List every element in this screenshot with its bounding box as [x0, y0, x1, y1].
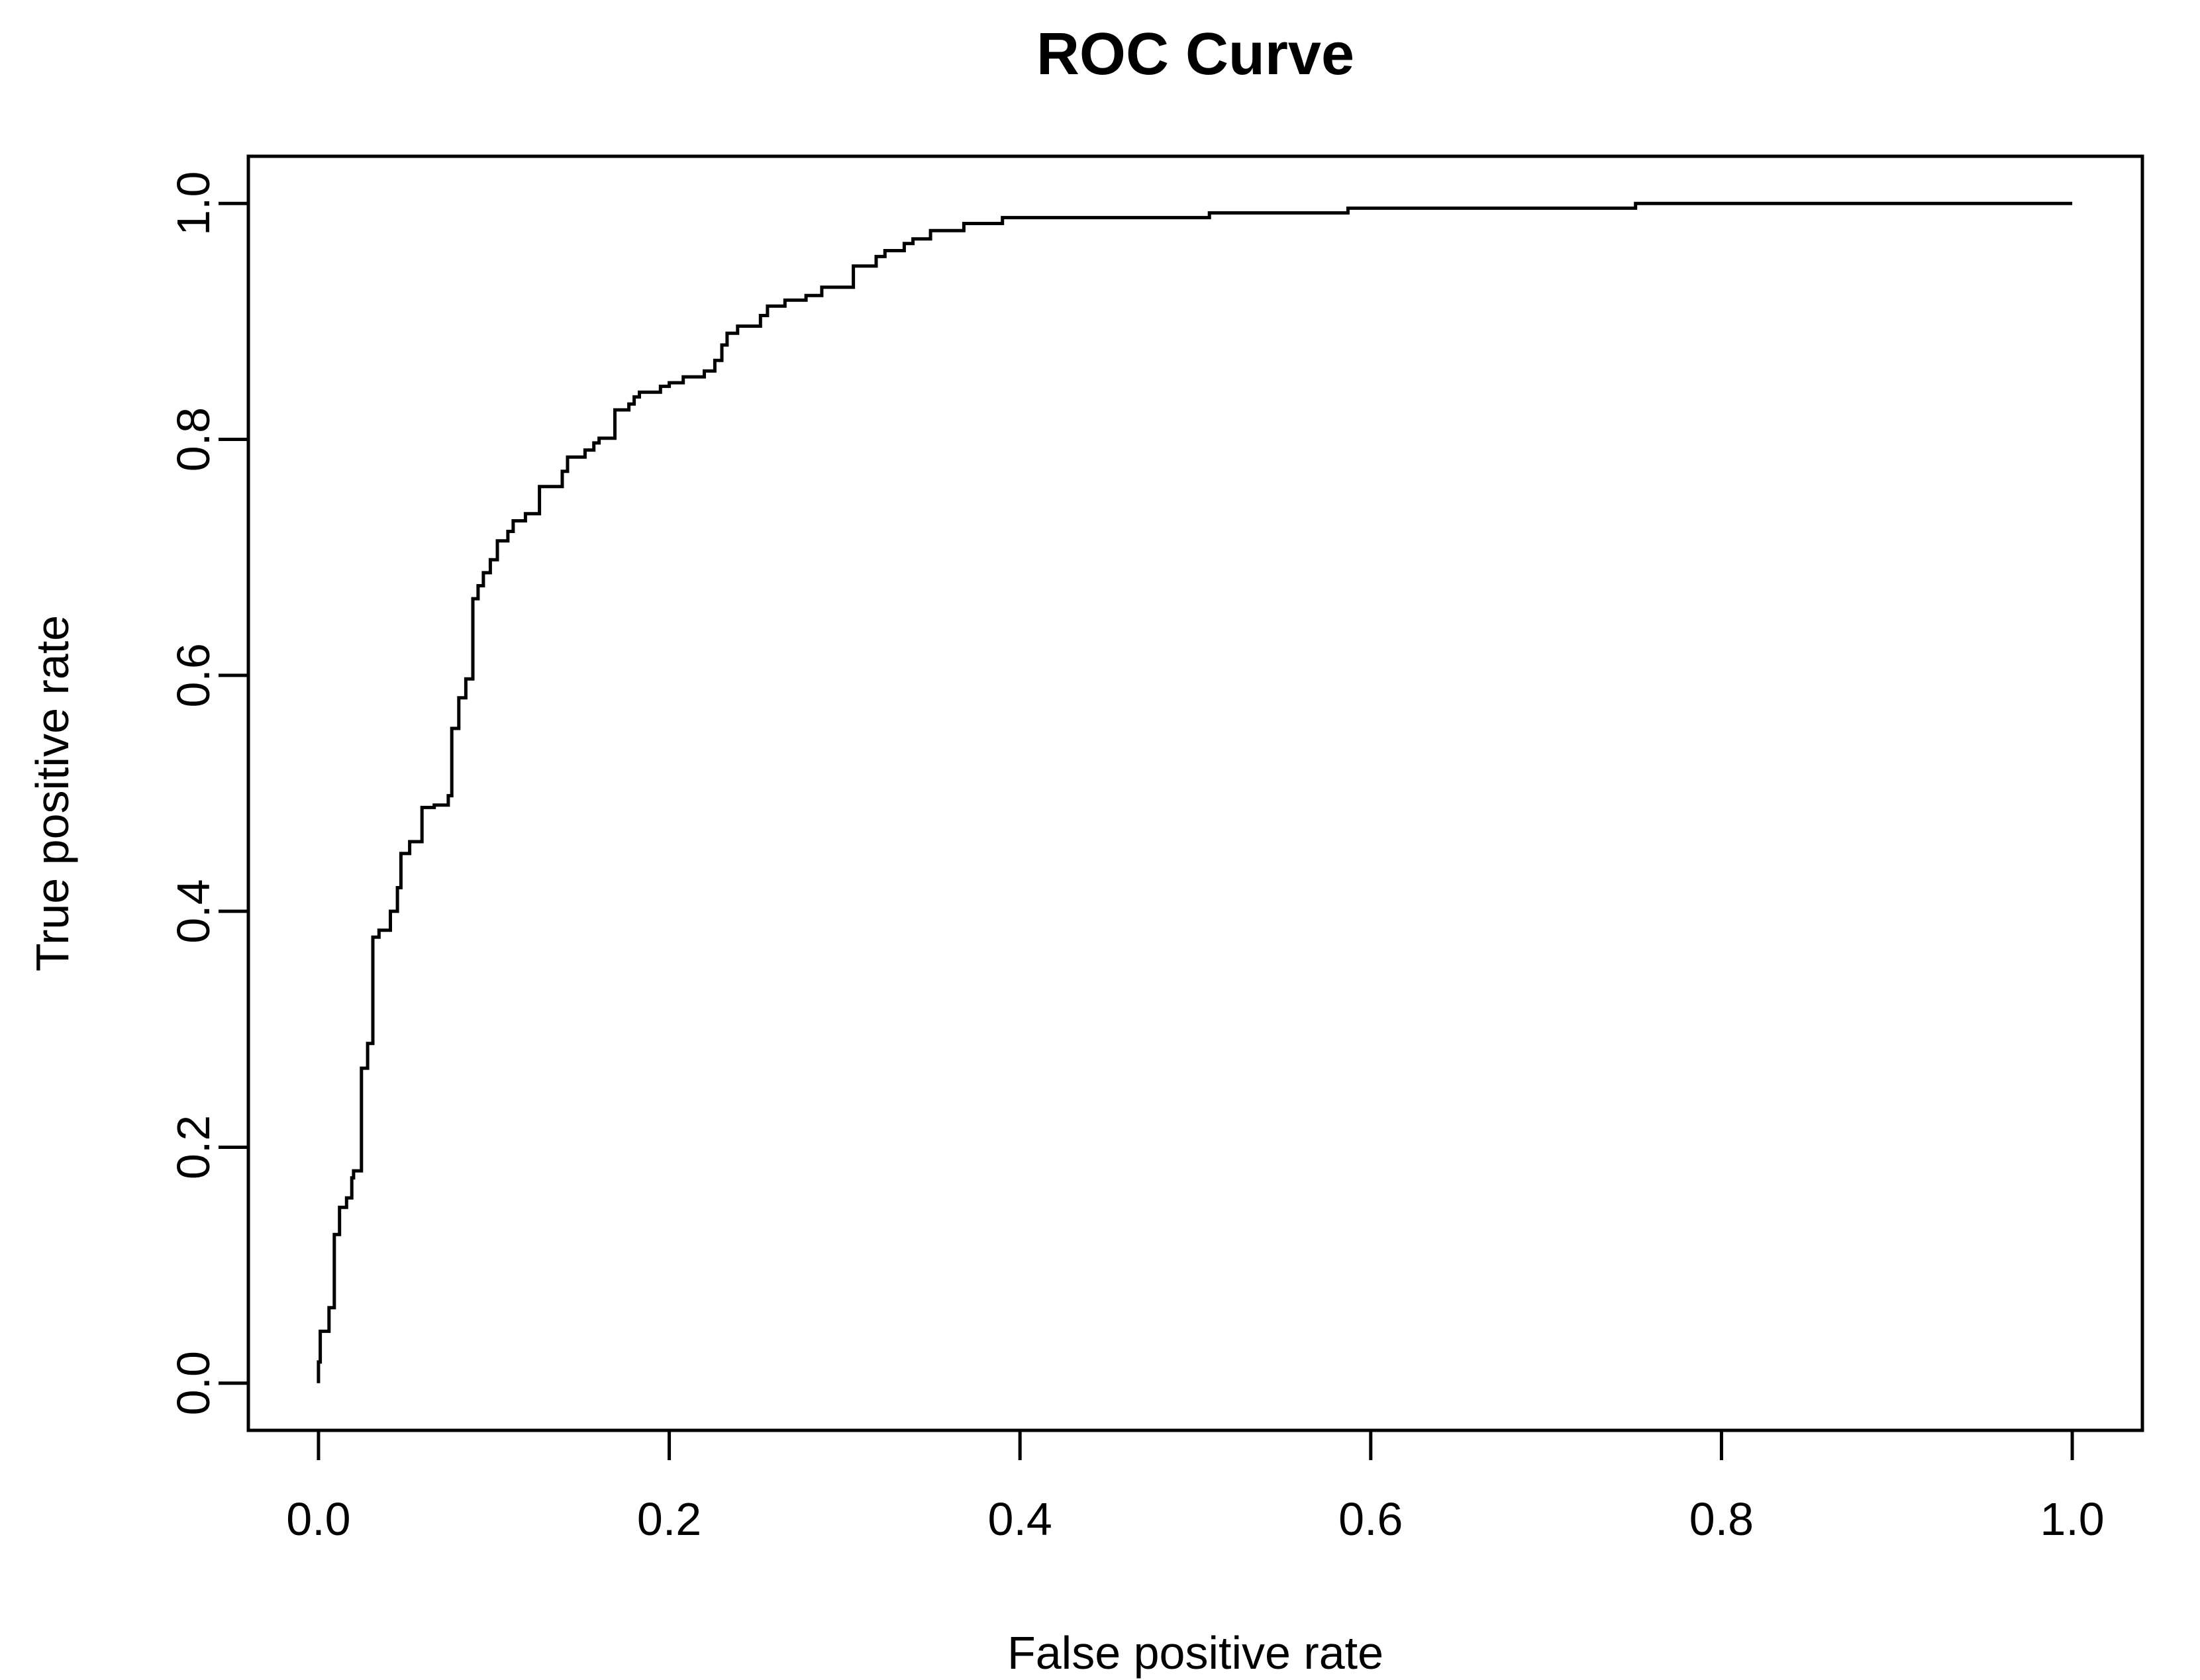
y-axis-title: True positive rate: [26, 615, 78, 971]
x-tick-label: 1.0: [2040, 1493, 2104, 1545]
roc-step-curve: [317, 201, 2073, 1383]
y-tick-label: 0.0: [168, 1351, 219, 1415]
x-tick-label: 0.8: [1689, 1493, 1754, 1545]
y-tick-label: 0.8: [168, 407, 219, 471]
x-tick-label: 0.4: [988, 1493, 1052, 1545]
y-tick-label: 0.2: [168, 1115, 219, 1179]
x-axis-title: False positive rate: [1007, 1627, 1383, 1679]
chart-title: ROC Curve: [1036, 21, 1354, 87]
x-tick-label: 0.6: [1338, 1493, 1403, 1545]
y-axis-tick-labels: 0.0 0.2 0.4 0.6 0.8 1.0: [168, 172, 219, 1416]
x-axis-tick-labels: 0.0 0.2 0.4 0.6 0.8 1.0: [286, 1493, 2104, 1545]
y-tick-label: 0.4: [168, 879, 219, 943]
y-axis-ticks: [219, 201, 248, 1385]
y-tick-label: 0.6: [168, 643, 219, 707]
x-tick-label: 0.2: [637, 1493, 701, 1545]
x-tick-label: 0.0: [286, 1493, 350, 1545]
plot-box: [246, 154, 2144, 1432]
x-axis-ticks: [317, 1430, 2074, 1460]
y-tick-label: 1.0: [168, 172, 219, 236]
